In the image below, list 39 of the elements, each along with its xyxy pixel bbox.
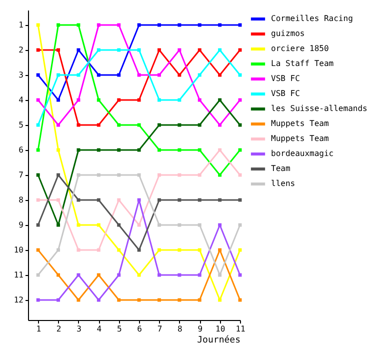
y-tick-label: 2 xyxy=(18,46,24,54)
x-tick-label: 11 xyxy=(236,324,246,334)
y-tick-label: 6 xyxy=(18,146,24,154)
x-tick-label: 9 xyxy=(198,324,203,334)
legend-label: Muppets Team xyxy=(271,134,329,143)
x-tick-label: 7 xyxy=(157,324,162,334)
legend-label: Team xyxy=(271,164,290,173)
x-tick-label: 10 xyxy=(215,324,226,334)
x-tick-label: 1 xyxy=(36,324,42,334)
y-tick-label: 12 xyxy=(14,296,24,304)
y-tick-label: 5 xyxy=(18,120,24,130)
y-tick-label: 9 xyxy=(18,220,24,230)
legend-label: orciere 1850 xyxy=(271,44,329,53)
x-tick-label: 6 xyxy=(137,324,142,334)
x-axis-title: Journées xyxy=(197,334,240,346)
legend-label: les Suisse-allemands xyxy=(271,104,368,113)
line-series xyxy=(36,23,242,127)
line-series xyxy=(36,23,242,177)
legend-label: VSB FC xyxy=(271,74,300,83)
x-tick-label: 4 xyxy=(96,324,102,334)
y-tick-label: 3 xyxy=(18,70,24,80)
y-tick-label: 4 xyxy=(18,96,24,104)
legend-label: llens xyxy=(271,179,296,188)
legend-label: bordeauxmagic xyxy=(271,149,334,158)
legend-label: La Staff Team xyxy=(271,59,334,68)
legend-label: Cormeilles Racing xyxy=(271,14,354,23)
x-tick-label: 3 xyxy=(76,324,82,334)
y-tick-label: 11 xyxy=(14,270,24,280)
legend-label: VSB FC xyxy=(271,89,300,98)
x-tick-label: 5 xyxy=(116,324,122,334)
y-tick-label: 1 xyxy=(18,20,24,30)
legend-label: Muppets Team xyxy=(271,119,329,128)
legend-label: guizmos xyxy=(271,29,305,38)
line-series xyxy=(36,48,242,127)
x-tick-label: 8 xyxy=(178,324,183,334)
y-tick-label: 10 xyxy=(14,246,24,254)
y-tick-label: 8 xyxy=(18,196,24,204)
y-tick-label: 7 xyxy=(18,170,24,180)
x-tick-label: 2 xyxy=(56,324,62,334)
